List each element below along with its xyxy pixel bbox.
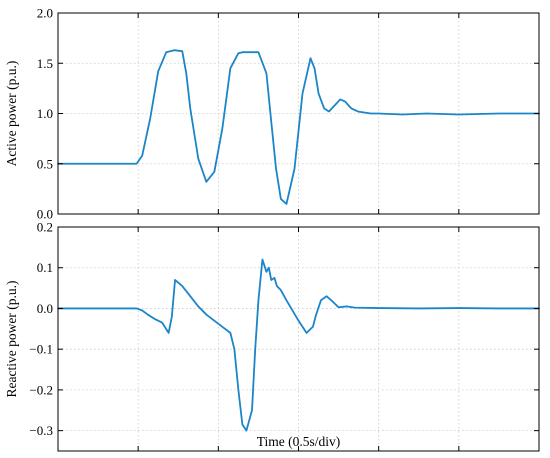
reactive-power-y-tick-label: 0.2 [37, 220, 53, 235]
active-power-y-tick-label: 0.5 [37, 156, 53, 171]
reactive-power-chart: −0.3 −0.2 −0.1 0.0 0.1 0.2 Reactive power (p.… [4, 220, 540, 452]
active-power-ticks: 0.0 0.5 1.0 1.5 2.0 [37, 6, 539, 222]
active-power-y-axis-label: Active power (p.u.) [4, 61, 19, 167]
reactive-power-y-tick-label: −0.2 [29, 382, 53, 397]
reactive-power-y-tick-label: 0.1 [37, 260, 53, 275]
active-power-y-tick-label: 1.0 [37, 106, 53, 121]
reactive-power-y-axis-label: Reactive power (p.u.) [4, 281, 19, 398]
active-power-gridlines [58, 13, 539, 214]
time-x-axis-label: Time (0.5s/div) [257, 434, 341, 449]
active-power-y-tick-label: 2.0 [37, 6, 53, 21]
reactive-power-y-tick-label: −0.3 [29, 423, 53, 438]
reactive-power-gridlines [58, 227, 539, 451]
active-power-chart: 0.0 0.5 1.0 1.5 2.0 Active power (p.u.) [4, 6, 540, 222]
active-power-y-tick-label: 0.0 [37, 207, 53, 222]
reactive-power-y-tick-label: 0.0 [37, 301, 53, 316]
active-power-line [57, 49, 540, 205]
reactive-power-ticks: −0.3 −0.2 −0.1 0.0 0.1 0.2 [29, 220, 539, 451]
active-power-y-tick-label: 1.5 [37, 56, 53, 71]
reactive-power-y-tick-label: −0.1 [29, 342, 53, 357]
reactive-power-line [57, 258, 540, 432]
